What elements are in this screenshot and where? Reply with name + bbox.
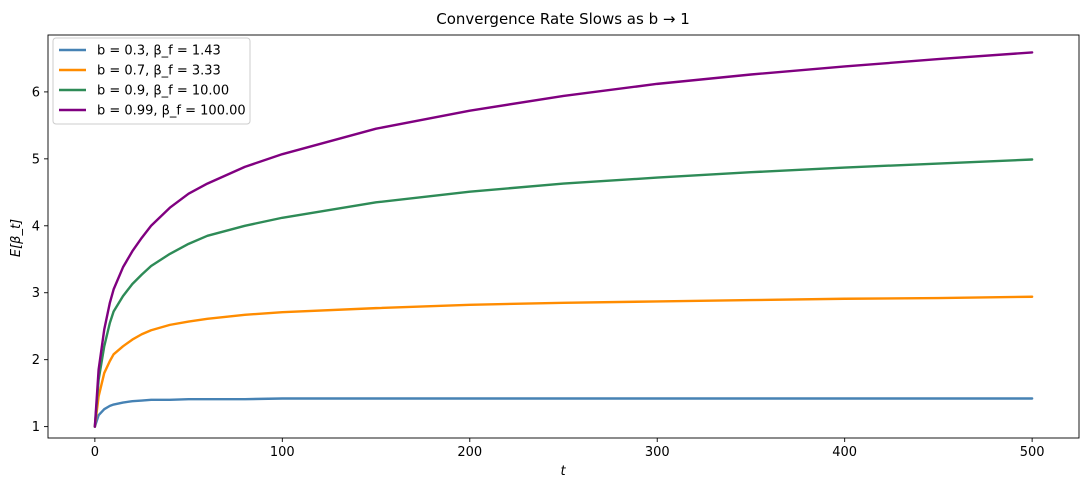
y-tick-label: 5 [32,152,40,167]
x-tick-label: 0 [91,445,99,460]
legend-label-4: b = 0.99, β_f = 100.00 [97,104,246,119]
y-tick-label: 2 [32,353,40,368]
legend-box [52,37,251,125]
x-tick-label: 100 [270,445,295,460]
y-tick-label: 3 [32,286,40,301]
x-tick-label: 500 [1020,445,1045,460]
chart-title: Convergence Rate Slows as b → 1 [436,10,690,28]
plot-area: 0 100 200 300 400 500 1 2 3 4 5 6 [32,34,1080,460]
axes-frame [47,34,1080,439]
series-line-1 [93,397,1034,428]
series-line-4 [93,51,1034,428]
series-line-2 [93,295,1034,428]
x-tick-label: 300 [645,445,670,460]
y-axis-title: E[β_t] [9,219,24,257]
series-line-3 [93,158,1034,428]
x-axis-title: t [560,464,566,479]
legend-label-3: b = 0.9, β_f = 10.00 [97,84,229,99]
y-tick-label: 4 [32,219,40,234]
x-tick-label: 400 [832,445,857,460]
y-tick-label: 1 [32,420,40,435]
legend-label-1: b = 0.3, β_f = 1.43 [97,44,221,59]
legend: b = 0.3, β_f = 1.43 b = 0.7, β_f = 3.33 b … [52,37,251,125]
y-tick-label: 6 [32,85,40,100]
x-tick-label: 200 [457,445,482,460]
legend-label-2: b = 0.7, β_f = 3.33 [97,64,221,79]
